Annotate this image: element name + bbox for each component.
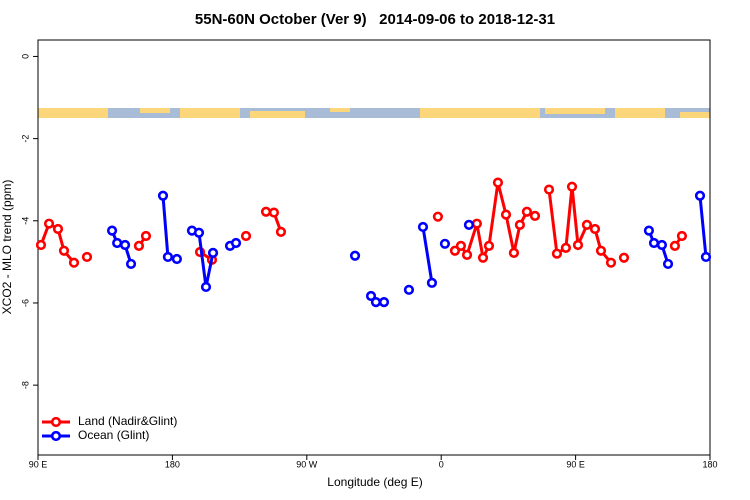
x-tick-label: 180 <box>702 459 717 469</box>
data-point <box>133 240 145 251</box>
data-point <box>35 239 47 251</box>
data-point <box>543 184 555 195</box>
data-point <box>461 249 473 260</box>
data-point <box>669 240 681 251</box>
x-tick-label: 90 E <box>29 459 48 469</box>
data-point <box>68 257 80 268</box>
data-point <box>140 230 152 242</box>
data-point <box>700 251 712 263</box>
data-point <box>162 251 174 263</box>
data-point <box>240 230 252 242</box>
data-point <box>426 277 438 288</box>
y-tick-label: -8 <box>20 381 30 389</box>
y-axis-label: XCO2 - MLO trend (ppm) <box>0 180 14 315</box>
legend-marker <box>50 430 62 442</box>
data-point <box>106 225 118 236</box>
y-tick-label: 0 <box>20 54 30 59</box>
data-point <box>566 181 578 192</box>
data-point <box>417 221 429 233</box>
data-point <box>662 258 674 270</box>
y-tick-label: -2 <box>20 135 30 143</box>
data-point <box>378 297 390 308</box>
x-tick-label: 180 <box>165 459 180 469</box>
x-tick-label: 90 E <box>566 459 585 469</box>
data-point <box>521 206 533 217</box>
chart-title: 55N-60N October (Ver 9) 2014-09-06 to 20… <box>195 11 555 28</box>
data-point <box>589 223 601 235</box>
data-point <box>500 209 512 220</box>
data-point <box>112 237 123 249</box>
data-point <box>656 239 668 251</box>
data-point <box>648 237 660 249</box>
data-point <box>365 290 377 302</box>
x-axis-label: Longitude (deg E) <box>327 475 422 489</box>
data-point <box>403 284 415 295</box>
data-point <box>81 251 93 263</box>
data-point <box>200 281 212 293</box>
data-point <box>268 207 280 218</box>
data-point <box>514 219 525 231</box>
data-point <box>43 218 55 229</box>
data-point <box>508 247 520 258</box>
data-point <box>560 242 571 254</box>
y-tick-label: -6 <box>20 299 30 307</box>
data-point <box>605 257 617 268</box>
data-point <box>275 226 287 237</box>
data-point <box>676 230 688 242</box>
data-point <box>694 190 706 201</box>
data-point <box>439 238 451 249</box>
data-point <box>207 247 219 258</box>
data-point <box>572 239 584 251</box>
land-mask-strip <box>38 108 710 118</box>
data-point <box>58 245 70 256</box>
data-point <box>119 239 131 251</box>
data-point <box>432 211 444 222</box>
legend-label: Land (Nadir&Glint) <box>78 414 177 428</box>
data-point <box>595 245 607 256</box>
x-tick-label: 90 W <box>296 459 318 469</box>
data-point <box>471 218 482 229</box>
legend-marker <box>50 416 62 428</box>
data-point <box>171 253 182 265</box>
data-point <box>643 225 655 236</box>
data-point <box>529 210 541 221</box>
data-point <box>477 252 489 263</box>
data-point <box>370 297 382 308</box>
y-tick-label: -4 <box>20 217 30 225</box>
data-point <box>349 250 361 261</box>
data-point <box>260 206 272 217</box>
data-point <box>52 223 64 235</box>
data-point <box>483 240 495 251</box>
data-point <box>492 177 504 188</box>
data-point <box>581 219 593 231</box>
legend-label: Ocean (Glint) <box>78 428 149 442</box>
data-point <box>463 219 475 231</box>
data-point <box>193 227 205 238</box>
data-point <box>230 237 242 249</box>
data-point <box>551 248 563 259</box>
data-point <box>125 258 137 270</box>
data-point <box>157 190 169 201</box>
data-point <box>455 240 467 251</box>
data-point <box>618 252 630 263</box>
x-tick-label: 0 <box>439 459 444 469</box>
